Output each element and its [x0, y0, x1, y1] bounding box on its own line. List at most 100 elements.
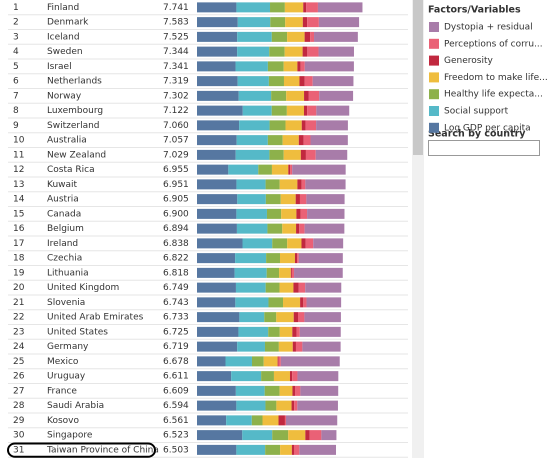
bar-segment [307, 105, 317, 116]
rank: 31 [13, 445, 24, 455]
bar-segment [292, 385, 296, 396]
bar-segment [197, 444, 237, 455]
bar-segment [287, 31, 305, 42]
rank: 1 [13, 3, 19, 13]
legend-label: Perceptions of corru... [444, 39, 543, 49]
rank: 23 [13, 327, 24, 337]
bar-segment [305, 179, 346, 190]
bar-segment [267, 223, 283, 234]
bar-segment [283, 297, 301, 308]
country-name: Belgium [47, 224, 84, 234]
bar-segment [272, 238, 288, 249]
country-name: Canada [47, 209, 81, 219]
bar-segment [305, 149, 316, 160]
bar-segment [197, 341, 238, 352]
bar-segment [271, 90, 287, 101]
score: 7.302 [163, 91, 189, 101]
bar-segment [197, 400, 237, 411]
country-name: Saudi Arabia [47, 401, 104, 411]
rank: 9 [13, 121, 19, 131]
bar-segment [294, 400, 298, 411]
bar-segment [304, 223, 345, 234]
bar-segment [268, 297, 284, 308]
rank: 22 [13, 313, 24, 323]
bar-segment [251, 356, 264, 367]
legend-swatch [429, 38, 439, 49]
bar-segment [197, 164, 229, 175]
bar-segment [318, 46, 354, 57]
bar-segment [258, 164, 272, 175]
country-name: New Zealand [47, 150, 106, 160]
bar-segment [265, 282, 280, 293]
bar-segment [283, 76, 300, 87]
bar-segment [235, 149, 270, 160]
bar-segment [261, 371, 274, 382]
bar-segment [197, 31, 238, 42]
bar-segment [316, 105, 350, 116]
bar-segment [197, 208, 237, 219]
bar-segment [251, 415, 263, 426]
rank: 29 [13, 416, 25, 426]
score: 7.319 [163, 77, 189, 87]
score: 7.341 [163, 62, 189, 72]
bar-segment [268, 76, 284, 87]
country-name: Australia [47, 136, 87, 146]
bar-segment [307, 208, 345, 219]
bar-segment [269, 149, 284, 160]
country-name: Taiwan Province of China [46, 445, 159, 455]
bar-segment [263, 356, 278, 367]
bar-segment [235, 297, 269, 308]
country-name: Germany [47, 342, 89, 352]
rank: 20 [13, 283, 25, 293]
rank: 27 [13, 386, 24, 396]
score: 6.523 [163, 431, 189, 441]
country-name: United States [47, 327, 108, 337]
bar-segment [302, 341, 341, 352]
bar-segment [295, 194, 300, 205]
bar-segment [305, 120, 317, 131]
bar-segment [286, 90, 305, 101]
bar-segment [296, 326, 300, 337]
bar-segment [291, 400, 295, 411]
bar-segment [299, 326, 341, 337]
bar-segment [299, 76, 305, 87]
rank: 8 [13, 106, 19, 116]
bar-segment [294, 267, 343, 278]
bar-segment [280, 194, 296, 205]
bar-segment [297, 179, 302, 190]
score: 6.951 [163, 180, 189, 190]
bar-segment [304, 61, 354, 72]
bar-segment [242, 238, 273, 249]
country-name: Luxembourg [47, 106, 103, 116]
bar-segment [266, 267, 280, 278]
score: 6.561 [163, 416, 189, 426]
scrollbar-thumb[interactable] [413, 0, 423, 155]
bar-segment [316, 120, 348, 131]
bar-segment [288, 164, 291, 175]
bar-segment [300, 385, 339, 396]
country-name: Slovenia [47, 298, 85, 308]
bar-segment [237, 46, 270, 57]
bar-segment [262, 415, 279, 426]
bar-segment [286, 415, 338, 426]
bar-segment [197, 253, 236, 264]
bar-segment [197, 371, 232, 382]
bar-segment [290, 164, 293, 175]
bar-segment [235, 253, 267, 264]
search-input[interactable] [428, 140, 540, 156]
bar-segment [285, 120, 302, 131]
bar-segment [267, 135, 283, 146]
bar-segment [286, 105, 304, 116]
bar-segment [197, 61, 236, 72]
legend-title: Factors/Variables [428, 5, 521, 16]
score: 7.060 [163, 121, 189, 131]
bar-segment [264, 385, 280, 396]
bar-segment [280, 356, 340, 367]
bar-segment [197, 356, 226, 367]
bar-segment [292, 371, 298, 382]
bar-segment [301, 179, 306, 190]
bar-segment [297, 312, 305, 323]
bar-segment [304, 90, 309, 101]
bar-segment [284, 46, 303, 57]
